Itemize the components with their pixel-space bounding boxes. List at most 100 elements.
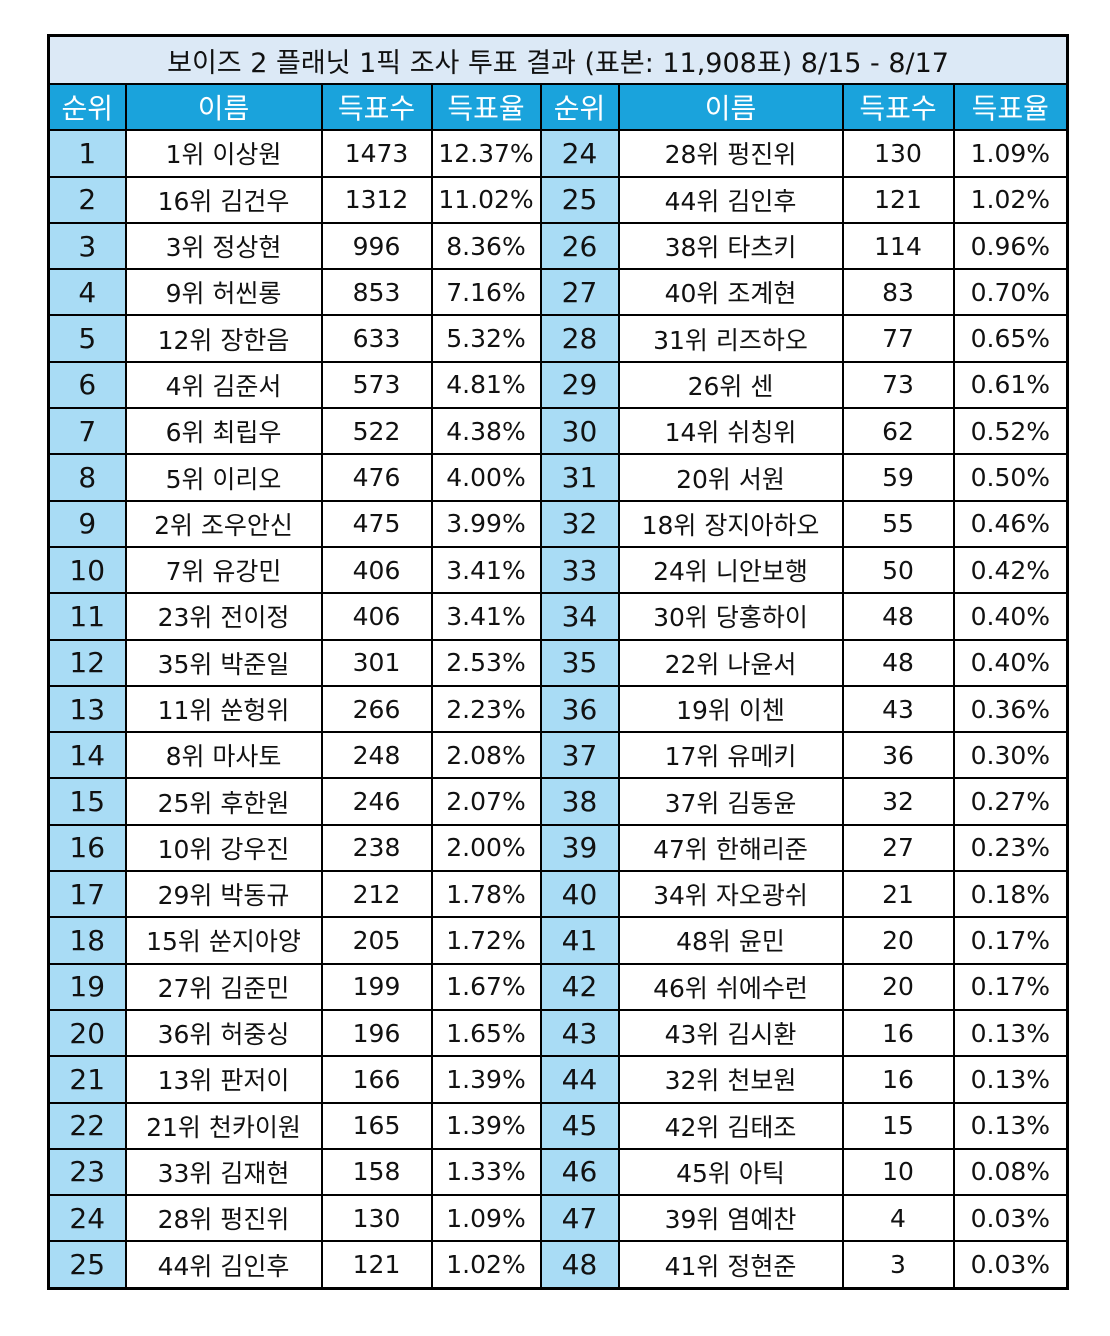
- left-votes-cell: 212: [320, 870, 433, 919]
- left-name-cell: 25위 후한원: [124, 777, 323, 826]
- right-pct-cell: 0.17%: [952, 916, 1069, 965]
- right-votes-cell: 48: [841, 638, 955, 687]
- left-name-cell: 15위 쑨지아양: [124, 916, 323, 965]
- left-pct-cell: 1.65%: [430, 1008, 542, 1058]
- right-votes-cell: 32: [841, 777, 955, 826]
- left-rank-cell: 16: [47, 823, 127, 873]
- left-votes-cell: 476: [320, 453, 433, 502]
- left-name-cell: 33위 김재현: [124, 1147, 323, 1197]
- right-pct-cell: 0.42%: [952, 545, 1069, 595]
- right-pct-cell: 0.96%: [952, 221, 1069, 271]
- right-votes-cell: 36: [841, 731, 955, 780]
- left-name-cell: 9위 허씬롱: [124, 268, 323, 317]
- right-pct-cell: 0.13%: [952, 1008, 1069, 1058]
- right-pct-cell: 0.70%: [952, 268, 1069, 317]
- header-name-right: 이름: [617, 82, 844, 132]
- left-pct-cell: 4.38%: [430, 407, 542, 456]
- right-pct-cell: 0.65%: [952, 314, 1069, 363]
- table-row: 9 2위 조우안신 475 3.99% 32 18위 장지아하오 55 0.46%: [47, 499, 1069, 548]
- right-rank-cell: 44: [539, 1055, 620, 1104]
- right-pct-cell: 0.13%: [952, 1055, 1069, 1104]
- header-votes-left: 득표수: [320, 82, 433, 132]
- left-votes-cell: 406: [320, 592, 433, 641]
- left-name-cell: 23위 전이정: [124, 592, 323, 641]
- right-name-cell: 19위 이첸: [617, 684, 844, 734]
- left-rank-cell: 1: [47, 129, 127, 178]
- left-rank-cell: 5: [47, 314, 127, 363]
- left-votes-cell: 475: [320, 499, 433, 548]
- right-pct-cell: 0.50%: [952, 453, 1069, 502]
- table-row: 2 16위 김건우 1312 11.02% 25 44위 김인후 121 1.02%: [47, 175, 1069, 224]
- right-rank-cell: 45: [539, 1101, 620, 1150]
- right-pct-cell: 0.08%: [952, 1147, 1069, 1197]
- right-name-cell: 26위 센: [617, 360, 844, 410]
- right-pct-cell: 0.61%: [952, 360, 1069, 410]
- right-name-cell: 45위 아틱: [617, 1147, 844, 1197]
- left-rank-cell: 8: [47, 453, 127, 502]
- right-votes-cell: 43: [841, 684, 955, 734]
- table-row: 8 5위 이리오 476 4.00% 31 20위 서원 59 0.50%: [47, 453, 1069, 502]
- right-votes-cell: 121: [841, 175, 955, 224]
- table-row: 20 36위 허중싱 196 1.65% 43 43위 김시환 16 0.13%: [47, 1008, 1069, 1058]
- table-row: 6 4위 김준서 573 4.81% 29 26위 센 73 0.61%: [47, 360, 1069, 410]
- right-pct-cell: 0.18%: [952, 870, 1069, 919]
- table-row: 23 33위 김재현 158 1.33% 46 45위 아틱 10 0.08%: [47, 1147, 1069, 1197]
- right-pct-cell: 0.27%: [952, 777, 1069, 826]
- left-pct-cell: 4.00%: [430, 453, 542, 502]
- left-votes-cell: 199: [320, 962, 433, 1011]
- table-row: 7 6위 최립우 522 4.38% 30 14위 쉬칭위 62 0.52%: [47, 407, 1069, 456]
- left-pct-cell: 2.23%: [430, 684, 542, 734]
- right-rank-cell: 30: [539, 407, 620, 456]
- left-rank-cell: 15: [47, 777, 127, 826]
- right-rank-cell: 28: [539, 314, 620, 363]
- right-votes-cell: 16: [841, 1008, 955, 1058]
- left-pct-cell: 11.02%: [430, 175, 542, 224]
- right-name-cell: 37위 김동윤: [617, 777, 844, 826]
- right-rank-cell: 24: [539, 129, 620, 178]
- left-name-cell: 7위 유강민: [124, 545, 323, 595]
- left-pct-cell: 3.99%: [430, 499, 542, 548]
- right-pct-cell: 0.46%: [952, 499, 1069, 548]
- left-pct-cell: 2.53%: [430, 638, 542, 687]
- table-row: 10 7위 유강민 406 3.41% 33 24위 니안보행 50 0.42%: [47, 545, 1069, 595]
- right-votes-cell: 21: [841, 870, 955, 919]
- header-pct-left: 득표율: [430, 82, 542, 132]
- right-votes-cell: 55: [841, 499, 955, 548]
- right-votes-cell: 20: [841, 962, 955, 1011]
- left-votes-cell: 121: [320, 1240, 433, 1290]
- left-rank-cell: 11: [47, 592, 127, 641]
- right-name-cell: 32위 천보원: [617, 1055, 844, 1104]
- left-rank-cell: 22: [47, 1101, 127, 1150]
- right-votes-cell: 15: [841, 1101, 955, 1150]
- right-pct-cell: 0.52%: [952, 407, 1069, 456]
- left-votes-cell: 996: [320, 221, 433, 271]
- right-votes-cell: 10: [841, 1147, 955, 1197]
- left-pct-cell: 1.33%: [430, 1147, 542, 1197]
- right-rank-cell: 36: [539, 684, 620, 734]
- left-rank-cell: 13: [47, 684, 127, 734]
- right-name-cell: 47위 한해리준: [617, 823, 844, 873]
- right-votes-cell: 130: [841, 129, 955, 178]
- left-pct-cell: 1.67%: [430, 962, 542, 1011]
- table-row: 17 29위 박동규 212 1.78% 40 34위 자오광쉬 21 0.18%: [47, 870, 1069, 919]
- right-votes-cell: 114: [841, 221, 955, 271]
- left-pct-cell: 1.02%: [430, 1240, 542, 1290]
- left-votes-cell: 196: [320, 1008, 433, 1058]
- right-name-cell: 28위 펑진위: [617, 129, 844, 178]
- left-pct-cell: 12.37%: [430, 129, 542, 178]
- left-name-cell: 5위 이리오: [124, 453, 323, 502]
- table-row: 16 10위 강우진 238 2.00% 39 47위 한해리준 27 0.23%: [47, 823, 1069, 873]
- right-name-cell: 46위 쉬에수런: [617, 962, 844, 1011]
- right-name-cell: 14위 쉬칭위: [617, 407, 844, 456]
- left-pct-cell: 2.07%: [430, 777, 542, 826]
- left-name-cell: 27위 김준민: [124, 962, 323, 1011]
- right-rank-cell: 47: [539, 1194, 620, 1243]
- left-name-cell: 16위 김건우: [124, 175, 323, 224]
- left-pct-cell: 1.09%: [430, 1194, 542, 1243]
- left-votes-cell: 166: [320, 1055, 433, 1104]
- right-rank-cell: 31: [539, 453, 620, 502]
- left-name-cell: 10위 강우진: [124, 823, 323, 873]
- left-name-cell: 12위 장한음: [124, 314, 323, 363]
- header-pct-right: 득표율: [952, 82, 1069, 132]
- right-name-cell: 22위 나윤서: [617, 638, 844, 687]
